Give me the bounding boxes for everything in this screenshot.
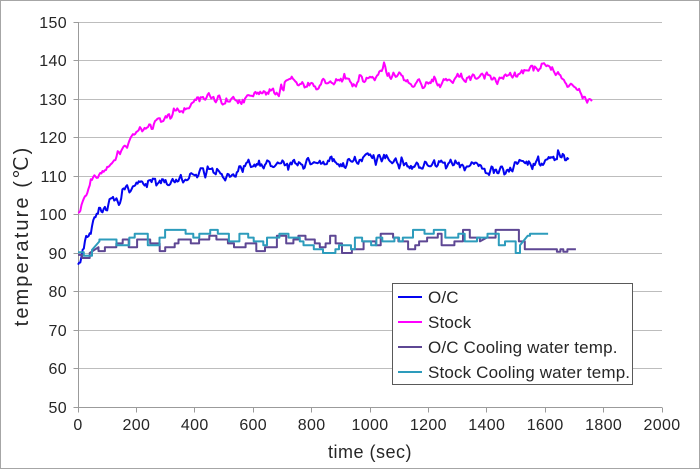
svg-text:1000: 1000	[352, 417, 389, 434]
svg-text:80: 80	[49, 284, 68, 301]
svg-text:70: 70	[49, 323, 68, 340]
svg-text:1600: 1600	[527, 417, 564, 434]
svg-text:50: 50	[49, 400, 68, 417]
svg-text:0: 0	[73, 417, 82, 434]
svg-text:800: 800	[298, 417, 326, 434]
svg-text:O/C: O/C	[428, 288, 459, 307]
svg-text:100: 100	[39, 207, 67, 224]
svg-text:2000: 2000	[644, 417, 681, 434]
svg-text:400: 400	[181, 417, 209, 434]
svg-text:Stock: Stock	[428, 313, 472, 332]
svg-text:150: 150	[39, 15, 67, 32]
svg-text:Stock Cooling water temp.: Stock Cooling water temp.	[428, 363, 630, 382]
svg-text:110: 110	[40, 169, 67, 186]
svg-text:1400: 1400	[468, 417, 505, 434]
svg-text:60: 60	[49, 361, 68, 378]
svg-text:1800: 1800	[585, 417, 622, 434]
svg-text:O/C Cooling water temp.: O/C Cooling water temp.	[428, 338, 618, 357]
svg-text:temperature (℃): temperature (℃)	[11, 146, 33, 327]
svg-text:600: 600	[239, 417, 267, 434]
svg-text:1200: 1200	[410, 417, 447, 434]
svg-text:time (sec): time (sec)	[328, 442, 412, 462]
svg-text:140: 140	[39, 53, 67, 70]
svg-text:130: 130	[39, 92, 67, 109]
svg-text:120: 120	[39, 130, 67, 147]
svg-text:90: 90	[49, 246, 68, 263]
svg-text:200: 200	[123, 417, 151, 434]
